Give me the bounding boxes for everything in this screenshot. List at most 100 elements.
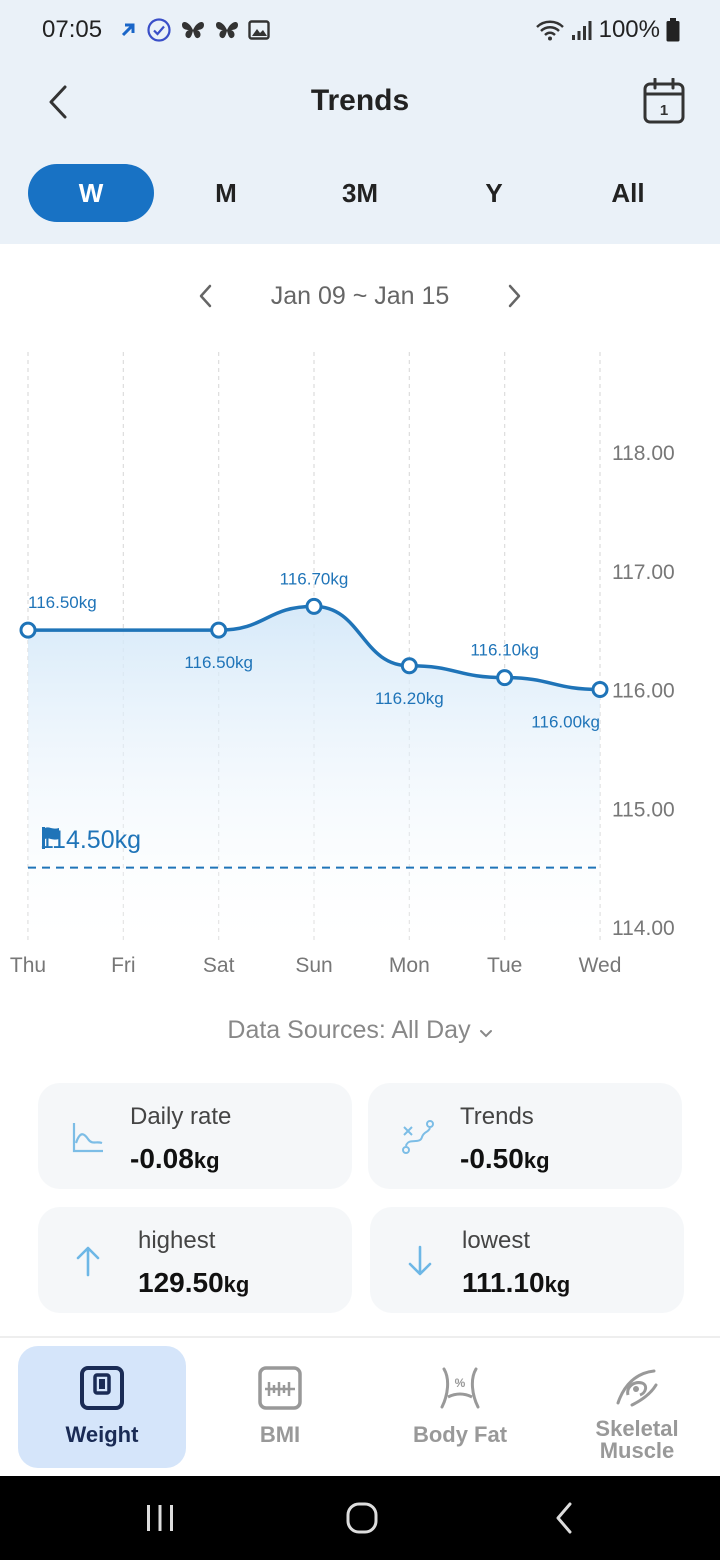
trends-unit: kg (523, 1148, 550, 1173)
data-label: 116.50kg (28, 593, 97, 612)
chevron-left-icon (199, 284, 212, 308)
divider (0, 1336, 720, 1338)
signal-icon (571, 21, 592, 40)
daily-rate-label: Daily rate (130, 1103, 232, 1130)
trends-card: Trends -0.50kg (368, 1083, 682, 1189)
data-label: 116.20kg (375, 689, 444, 708)
daily-rate-unit: kg (193, 1148, 220, 1173)
data-point[interactable] (305, 597, 323, 615)
recent-apps-button[interactable] (130, 1496, 190, 1540)
bottom-navigation: Weight BMI % Body Fat Skeletal Muscle (0, 1338, 720, 1476)
tab-all[interactable]: All (611, 177, 645, 208)
data-point[interactable] (591, 681, 609, 698)
muscle-icon (616, 1369, 658, 1407)
calendar-icon: 1 (643, 78, 685, 124)
data-point[interactable] (400, 657, 418, 675)
x-tick-label: Thu (10, 954, 46, 977)
system-back-button[interactable] (534, 1496, 594, 1540)
goal-weight-label: 114.50kg (40, 826, 141, 855)
tab-month[interactable]: M (215, 177, 237, 208)
butterfly-icon (216, 22, 238, 39)
daily-rate-value: -0.08kg (130, 1143, 220, 1175)
x-tick-label: Tue (487, 954, 522, 977)
butterfly-icon (182, 22, 204, 39)
trends-number: -0.50 (460, 1143, 524, 1174)
date-range-navigator: Jan 09 ~ Jan 15 (0, 270, 720, 322)
previous-range-button[interactable] (186, 276, 226, 316)
notification-icons (118, 16, 270, 44)
arrow-up-right-icon (121, 23, 135, 37)
lowest-label: lowest (462, 1227, 531, 1254)
system-status-icons: 100% (535, 16, 680, 44)
status-bar: 07:05 100% (0, 0, 720, 60)
x-tick-label: Wed (579, 954, 622, 977)
nav-skeletal-muscle[interactable]: Skeletal Muscle (554, 1346, 720, 1468)
nav-skeletal-muscle-label: Skeletal Muscle (595, 1416, 679, 1463)
data-label: 116.00kg (531, 713, 600, 732)
lowest-number: 111.10 (462, 1267, 545, 1298)
data-label: 116.50kg (184, 653, 253, 672)
arrow-up-icon (76, 1246, 100, 1277)
next-range-button[interactable] (494, 276, 534, 316)
trend-path-icon (402, 1120, 434, 1154)
image-icon (248, 20, 270, 40)
flag-icon (42, 827, 59, 849)
y-tick-label: 115.00 (612, 798, 675, 821)
recent-apps-icon (147, 1505, 173, 1531)
x-tick-label: Sun (295, 954, 332, 977)
lowest-card: lowest 111.10kg (370, 1207, 684, 1313)
data-point[interactable] (210, 621, 228, 639)
scale-icon (80, 1366, 124, 1410)
nav-bmi-label: BMI (259, 1422, 301, 1447)
nav-body-fat[interactable]: % Body Fat (376, 1346, 544, 1468)
lowest-unit: kg (544, 1272, 571, 1297)
status-time: 07:05 (42, 16, 103, 43)
nav-bmi[interactable]: BMI (196, 1346, 364, 1468)
data-label: 116.10kg (470, 641, 539, 660)
y-tick-label: 118.00 (612, 442, 675, 465)
chevron-down-icon (479, 1017, 493, 1046)
check-circle-icon (147, 18, 171, 42)
data-label: 116.70kg (280, 569, 349, 588)
x-tick-label: Sat (203, 954, 235, 977)
x-tick-label: Mon (389, 954, 430, 977)
highest-value: 129.50kg (138, 1267, 249, 1299)
data-point[interactable] (496, 669, 514, 687)
period-tabs: W M 3M Y All (0, 164, 720, 222)
trends-label: Trends (460, 1103, 534, 1130)
calendar-day: 1 (660, 102, 668, 119)
tab-week[interactable]: W (28, 164, 154, 222)
arrow-down-icon (408, 1245, 432, 1276)
y-tick-label: 114.00 (612, 917, 675, 940)
tab-year[interactable]: Y (485, 177, 503, 208)
system-navigation-bar (0, 1476, 720, 1560)
highest-card: highest 129.50kg (38, 1207, 352, 1313)
series-area (28, 606, 600, 940)
data-point[interactable] (19, 621, 37, 639)
chevron-right-icon (508, 284, 521, 308)
back-button[interactable] (34, 78, 82, 126)
x-tick-label: Fri (111, 954, 136, 977)
nav-weight[interactable]: Weight (18, 1346, 186, 1468)
battery-percent: 100% (598, 16, 660, 43)
weight-trend-chart: 116.50kg 116.50kg 116.70kg 116.20kg 116.10kg… (0, 340, 720, 990)
data-sources-selector[interactable]: Data Sources: All Day (0, 1016, 720, 1046)
body-fat-icon: % (440, 1367, 480, 1409)
y-tick-label: 116.00 (612, 680, 675, 703)
chart-canvas: 116.50kg 116.50kg 116.70kg 116.20kg 116.10kg… (10, 352, 675, 977)
home-icon (346, 1502, 378, 1534)
daily-rate-card: Daily rate -0.08kg (38, 1083, 352, 1189)
tab-3-months[interactable]: 3M (341, 177, 379, 208)
nav-weight-label: Weight (65, 1422, 139, 1447)
back-arrow-icon (556, 1502, 572, 1534)
lowest-value: 111.10kg (462, 1267, 570, 1299)
nav-body-fat-label: Body Fat (412, 1422, 508, 1447)
home-button[interactable] (332, 1496, 392, 1540)
highest-label: highest (138, 1227, 216, 1254)
svg-text:%: % (455, 1376, 466, 1390)
battery-icon (666, 18, 680, 42)
calendar-button[interactable]: 1 (640, 76, 688, 126)
wifi-icon (535, 20, 564, 41)
trends-value: -0.50kg (460, 1143, 550, 1175)
chevron-left-icon (49, 85, 67, 119)
